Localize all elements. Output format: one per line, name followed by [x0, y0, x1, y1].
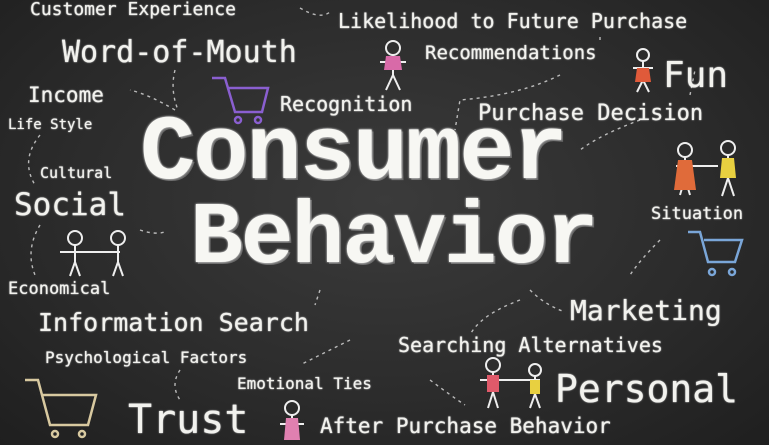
- word: After Purchase Behavior: [320, 414, 611, 438]
- arrow: [299, 339, 351, 366]
- word: Social: [14, 187, 126, 223]
- word: Information Search: [38, 308, 309, 337]
- color-accents: [284, 56, 736, 440]
- cart-icon: [212, 76, 270, 125]
- arrow: [139, 229, 166, 234]
- word: Income: [28, 83, 104, 107]
- word: Likelihood to Future Purchase: [338, 9, 688, 33]
- word: Customer Experience: [30, 0, 236, 20]
- word: Recommendations: [425, 42, 597, 64]
- word: Purchase Decision: [478, 101, 704, 126]
- word: Trust: [128, 397, 249, 443]
- word: Cultural: [40, 164, 113, 182]
- arrow: [469, 299, 521, 336]
- word: Life Style: [8, 117, 93, 133]
- arrow: [174, 369, 181, 401]
- word: Economical: [8, 279, 111, 299]
- arrow: [299, 7, 331, 16]
- arrow: [314, 289, 321, 306]
- headline: Consumer: [140, 101, 568, 206]
- word: Fun: [663, 55, 729, 96]
- arrow: [529, 289, 566, 313]
- word: Emotional Ties: [237, 374, 372, 393]
- arrow: [172, 69, 179, 111]
- word: Word-of-Mouth: [62, 35, 297, 70]
- arrow: [689, 69, 696, 96]
- word: Marketing: [570, 294, 722, 327]
- arrow: [429, 379, 466, 406]
- arrow: [629, 239, 661, 276]
- arrow: [579, 119, 641, 151]
- word: Personal: [555, 367, 739, 411]
- word: Searching Alternatives: [398, 333, 663, 357]
- word: Situation: [651, 204, 744, 224]
- word: Recognition: [280, 92, 413, 116]
- headline: Behavior: [190, 190, 598, 289]
- cart-icon: [25, 378, 98, 439]
- arrow: [27, 134, 41, 186]
- word: Psychological Factors: [45, 348, 248, 367]
- arrow: [30, 224, 41, 276]
- arrow: [454, 74, 561, 131]
- cart-icon: [688, 230, 744, 277]
